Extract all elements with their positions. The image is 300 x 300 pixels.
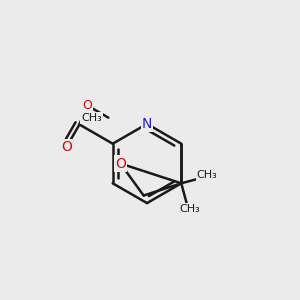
Text: O: O xyxy=(82,99,92,112)
Text: N: N xyxy=(142,117,152,131)
Text: CH₃: CH₃ xyxy=(179,204,200,214)
Text: CH₃: CH₃ xyxy=(197,170,218,180)
Text: CH₃: CH₃ xyxy=(81,112,102,123)
Text: O: O xyxy=(61,140,72,154)
Text: O: O xyxy=(115,157,126,170)
